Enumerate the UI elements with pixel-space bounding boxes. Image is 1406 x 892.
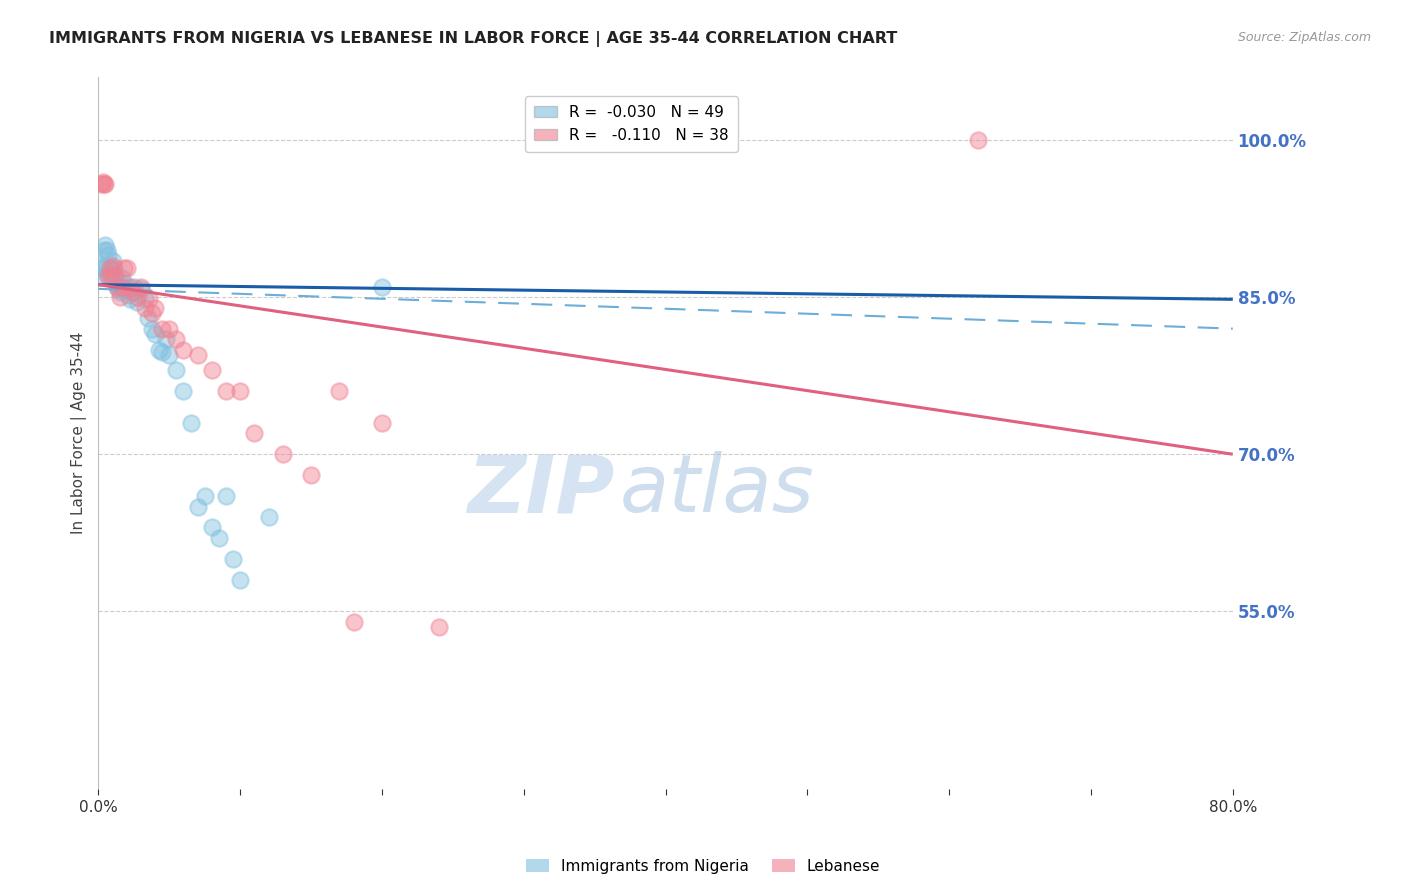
Point <box>125 295 148 310</box>
Text: IMMIGRANTS FROM NIGERIA VS LEBANESE IN LABOR FORCE | AGE 35-44 CORRELATION CHART: IMMIGRANTS FROM NIGERIA VS LEBANESE IN L… <box>49 31 897 47</box>
Point <box>243 426 266 441</box>
Point <box>90 177 112 191</box>
Point <box>187 348 209 362</box>
Point <box>136 311 159 326</box>
Point <box>89 269 111 284</box>
Point <box>125 290 148 304</box>
Point <box>105 279 128 293</box>
Point <box>187 500 209 514</box>
Point <box>93 177 115 191</box>
Point <box>215 489 238 503</box>
Point <box>165 332 187 346</box>
Point <box>271 447 294 461</box>
Point <box>134 301 156 315</box>
Point <box>141 306 163 320</box>
Text: Source: ZipAtlas.com: Source: ZipAtlas.com <box>1237 31 1371 45</box>
Point <box>117 288 139 302</box>
Point <box>150 344 173 359</box>
Point <box>257 510 280 524</box>
Point <box>215 384 238 399</box>
Point <box>112 282 135 296</box>
Point <box>427 620 450 634</box>
Point <box>229 573 252 587</box>
Text: atlas: atlas <box>620 451 815 529</box>
Point <box>104 269 127 284</box>
Point <box>371 279 394 293</box>
Point <box>157 348 180 362</box>
Text: ZIP: ZIP <box>467 451 614 529</box>
Legend: R =  -0.030   N = 49, R =   -0.110   N = 38: R = -0.030 N = 49, R = -0.110 N = 38 <box>524 95 738 152</box>
Point <box>222 552 245 566</box>
Point <box>129 279 152 293</box>
Point <box>97 248 120 262</box>
Point <box>201 520 224 534</box>
Point <box>94 177 117 191</box>
Point <box>115 282 138 296</box>
Point <box>108 290 131 304</box>
Point <box>148 343 170 357</box>
Point <box>118 279 141 293</box>
Point <box>129 282 152 296</box>
Point <box>96 243 118 257</box>
Point <box>155 332 177 346</box>
Point <box>342 615 364 629</box>
Point <box>143 326 166 341</box>
Point <box>138 293 160 307</box>
Point <box>172 384 194 399</box>
Point <box>966 133 988 147</box>
Point <box>97 269 120 284</box>
Point <box>371 416 394 430</box>
Point <box>103 269 125 284</box>
Point <box>201 363 224 377</box>
Point <box>91 259 114 273</box>
Point <box>134 293 156 307</box>
Point <box>194 489 217 503</box>
Point <box>101 259 124 273</box>
Point <box>101 253 124 268</box>
Point <box>328 384 350 399</box>
Point <box>115 260 138 275</box>
Point <box>141 321 163 335</box>
Point <box>143 301 166 315</box>
Point <box>110 277 132 292</box>
Y-axis label: In Labor Force | Age 35-44: In Labor Force | Age 35-44 <box>72 332 87 534</box>
Point <box>118 293 141 307</box>
Point <box>122 285 145 299</box>
Point <box>299 468 322 483</box>
Legend: Immigrants from Nigeria, Lebanese: Immigrants from Nigeria, Lebanese <box>520 853 886 880</box>
Point <box>229 384 252 399</box>
Point <box>101 267 124 281</box>
Point <box>112 260 135 275</box>
Point <box>122 279 145 293</box>
Point <box>180 416 202 430</box>
Point <box>114 277 136 292</box>
Point <box>98 260 121 275</box>
Point <box>100 269 122 284</box>
Point <box>98 260 121 275</box>
Point <box>150 321 173 335</box>
Point <box>157 321 180 335</box>
Point <box>90 260 112 275</box>
Point <box>108 285 131 299</box>
Point <box>107 282 129 296</box>
Point <box>105 277 128 292</box>
Point <box>103 260 125 275</box>
Point <box>94 238 117 252</box>
Point <box>208 531 231 545</box>
Point <box>91 175 114 189</box>
Point <box>100 269 122 284</box>
Point <box>94 260 117 275</box>
Point <box>111 271 134 285</box>
Point <box>172 343 194 357</box>
Point <box>121 285 143 299</box>
Point <box>111 279 134 293</box>
Point <box>165 363 187 377</box>
Point <box>93 243 115 257</box>
Point <box>97 269 120 284</box>
